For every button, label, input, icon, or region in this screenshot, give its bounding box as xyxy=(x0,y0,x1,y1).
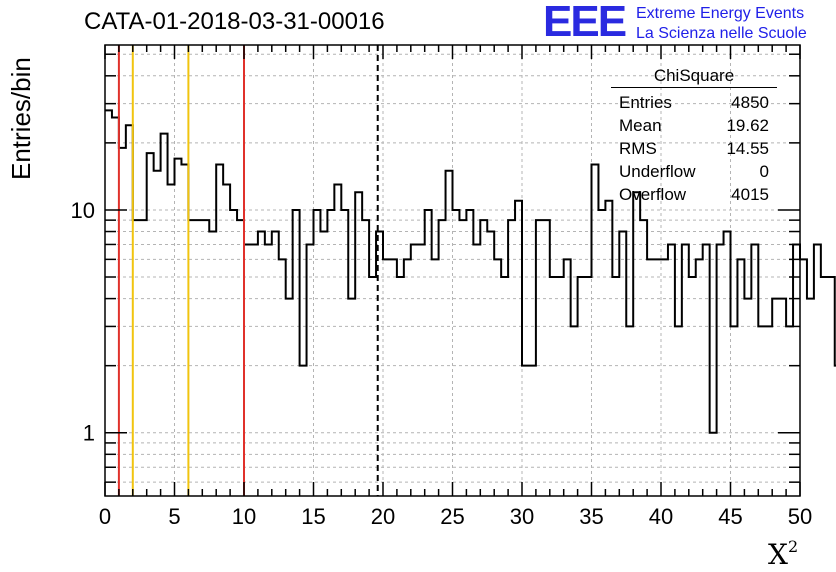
stats-label: Mean xyxy=(619,116,662,135)
chart-title: CATA-01-2018-03-31-00016 xyxy=(84,8,385,35)
stats-row: Entries 4850 xyxy=(611,91,777,114)
x-tick-label: 45 xyxy=(718,504,742,529)
x-axis-label-sup: 2 xyxy=(787,537,799,556)
logo-line-1: Extreme Energy Events xyxy=(636,5,805,22)
stats-value: 4850 xyxy=(731,93,769,112)
x-tick-label: 25 xyxy=(440,504,464,529)
stats-row: Mean 19.62 xyxy=(611,114,777,137)
histogram-line xyxy=(105,109,836,434)
stats-row: Underflow 0 xyxy=(611,160,777,183)
eee-logo-mark: EEE xyxy=(543,0,627,46)
stats-label: Entries xyxy=(619,93,672,112)
y-axis-label: Entries/bin xyxy=(6,57,36,180)
y-tick-label: 10 xyxy=(71,198,95,223)
x-axis-label: X2 xyxy=(768,537,798,571)
stats-value: 4015 xyxy=(731,185,769,204)
stats-value: 19.62 xyxy=(726,116,769,135)
x-tick-label: 0 xyxy=(99,504,111,529)
x-tick-label: 30 xyxy=(510,504,534,529)
x-tick-label: 50 xyxy=(788,504,812,529)
y-tick-label: 1 xyxy=(83,421,95,446)
stats-row: Overflow 4015 xyxy=(611,183,777,206)
stats-title: ChiSquare xyxy=(611,66,777,88)
stats-row: RMS 14.55 xyxy=(611,137,777,160)
x-tick-label: 20 xyxy=(371,504,395,529)
x-tick-label: 10 xyxy=(232,504,256,529)
x-tick-label: 35 xyxy=(579,504,603,529)
eee-logo-text: Extreme Energy Events La Scienza nelle S… xyxy=(636,4,807,44)
stats-value: 0 xyxy=(759,162,769,181)
stats-label: Overflow xyxy=(619,185,687,204)
x-axis-label-main: X xyxy=(768,538,788,571)
stats-box: ChiSquare Entries 4850 Mean 19.62 RMS 14.55… xyxy=(611,66,777,206)
x-tick-label: 40 xyxy=(649,504,673,529)
x-tick-label: 15 xyxy=(301,504,325,529)
stats-label: Underflow xyxy=(619,162,696,181)
x-tick-label: 5 xyxy=(168,504,180,529)
logo-line-2: La Scienza nelle Scuole xyxy=(636,25,807,42)
stats-label: RMS xyxy=(619,139,657,158)
stats-value: 14.55 xyxy=(726,139,769,158)
